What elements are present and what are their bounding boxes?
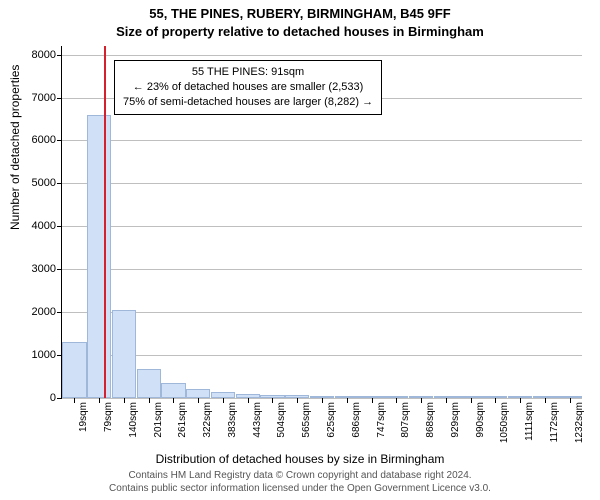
x-tick-mark	[495, 398, 496, 403]
gridline	[62, 269, 582, 270]
title-line-1: 55, THE PINES, RUBERY, BIRMINGHAM, B45 9…	[0, 6, 600, 21]
x-tick-mark	[322, 398, 323, 403]
gridline	[62, 55, 582, 56]
x-tick-label: 929sqm	[450, 402, 461, 438]
annotation-line: ← 23% of detached houses are smaller (2,…	[123, 80, 373, 95]
gridline	[62, 355, 582, 356]
y-tick-label: 2000	[16, 306, 56, 318]
y-tick-label: 6000	[16, 134, 56, 146]
x-tick-mark	[99, 398, 100, 403]
x-tick-label: 1232sqm	[574, 402, 585, 443]
x-tick-mark	[570, 398, 571, 403]
x-tick-mark	[421, 398, 422, 403]
credit-line-1: Contains HM Land Registry data © Crown c…	[0, 470, 600, 483]
annotation-line: 75% of semi-detached houses are larger (…	[123, 95, 373, 110]
y-tick-mark	[57, 183, 62, 184]
gridline	[62, 312, 582, 313]
x-tick-mark	[149, 398, 150, 403]
histogram-bar	[87, 115, 111, 398]
x-tick-label: 201sqm	[153, 402, 164, 438]
x-tick-mark	[297, 398, 298, 403]
y-tick-mark	[57, 55, 62, 56]
y-tick-mark	[57, 269, 62, 270]
gridline	[62, 140, 582, 141]
gridline	[62, 183, 582, 184]
y-tick-label: 0	[16, 392, 56, 404]
y-tick-label: 7000	[16, 92, 56, 104]
x-tick-label: 443sqm	[252, 402, 263, 438]
x-tick-label: 990sqm	[475, 402, 486, 438]
x-tick-label: 504sqm	[276, 402, 287, 438]
x-tick-mark	[446, 398, 447, 403]
x-tick-mark	[545, 398, 546, 403]
y-axis-label: Number of detached properties	[8, 65, 22, 230]
x-tick-label: 686sqm	[351, 402, 362, 438]
y-tick-mark	[57, 98, 62, 99]
y-tick-mark	[57, 398, 62, 399]
x-tick-label: 1172sqm	[549, 402, 560, 442]
x-tick-mark	[173, 398, 174, 403]
x-tick-label: 19sqm	[78, 402, 89, 432]
x-axis-label: Distribution of detached houses by size …	[0, 452, 600, 466]
credit-block: Contains HM Land Registry data © Crown c…	[0, 470, 600, 495]
x-tick-mark	[372, 398, 373, 403]
x-tick-mark	[520, 398, 521, 403]
y-tick-label: 5000	[16, 177, 56, 189]
annotation-line: 55 THE PINES: 91sqm	[123, 65, 373, 80]
x-tick-label: 807sqm	[400, 402, 411, 438]
x-tick-mark	[198, 398, 199, 403]
x-tick-mark	[347, 398, 348, 403]
property-marker-line	[104, 46, 106, 398]
x-tick-label: 565sqm	[301, 402, 312, 438]
y-tick-mark	[57, 312, 62, 313]
histogram-bar	[137, 369, 161, 398]
histogram-bar	[186, 389, 210, 398]
plot-area: 01000200030004000500060007000800019sqm79…	[62, 46, 582, 398]
histogram-bar	[161, 383, 185, 398]
histogram-bar	[62, 342, 86, 398]
y-tick-mark	[57, 226, 62, 227]
x-tick-label: 625sqm	[326, 402, 337, 438]
x-tick-mark	[396, 398, 397, 403]
x-tick-mark	[471, 398, 472, 403]
x-tick-label: 383sqm	[227, 402, 238, 438]
gridline	[62, 226, 582, 227]
y-tick-label: 1000	[16, 349, 56, 361]
title-line-2: Size of property relative to detached ho…	[0, 24, 600, 39]
x-tick-label: 79sqm	[103, 402, 114, 432]
y-tick-label: 3000	[16, 263, 56, 275]
x-tick-label: 261sqm	[177, 402, 188, 438]
x-tick-label: 140sqm	[128, 402, 139, 438]
x-tick-label: 868sqm	[425, 402, 436, 438]
histogram-bar	[112, 310, 136, 398]
x-tick-mark	[272, 398, 273, 403]
annotation-box: 55 THE PINES: 91sqm← 23% of detached hou…	[114, 60, 382, 115]
x-tick-mark	[248, 398, 249, 403]
y-tick-mark	[57, 140, 62, 141]
x-tick-label: 1111sqm	[524, 402, 535, 441]
y-tick-label: 8000	[16, 49, 56, 61]
figure: 55, THE PINES, RUBERY, BIRMINGHAM, B45 9…	[0, 0, 600, 500]
x-tick-mark	[124, 398, 125, 403]
x-tick-label: 322sqm	[202, 402, 213, 438]
x-tick-label: 1050sqm	[499, 402, 510, 443]
credit-line-2: Contains public sector information licen…	[0, 483, 600, 496]
x-tick-mark	[74, 398, 75, 403]
x-tick-label: 747sqm	[376, 402, 387, 438]
x-tick-mark	[223, 398, 224, 403]
y-tick-label: 4000	[16, 220, 56, 232]
